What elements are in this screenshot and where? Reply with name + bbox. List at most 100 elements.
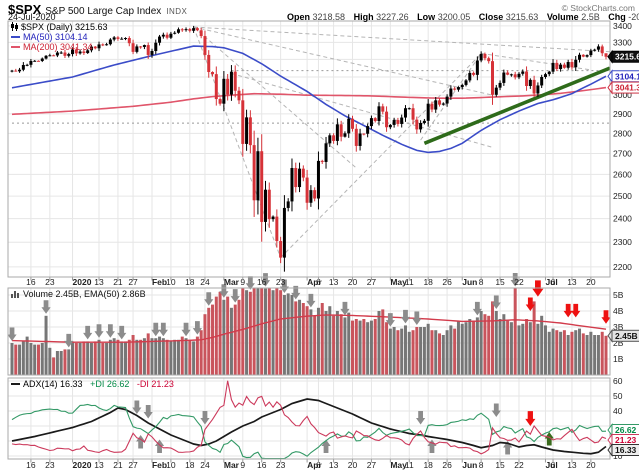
candle-body xyxy=(89,46,93,51)
ma50-line xyxy=(11,45,607,154)
green-support-trendline xyxy=(423,66,611,145)
axis-label: 2900 xyxy=(613,109,632,119)
adx-gray-up-arrow-icon xyxy=(321,439,331,453)
volume-bar xyxy=(25,336,29,375)
candle-body xyxy=(381,106,385,112)
volume-bar xyxy=(339,314,343,375)
volume-bar xyxy=(294,301,298,375)
volume-bar xyxy=(396,330,400,375)
volume-gray-down-arrow-icon xyxy=(151,322,161,337)
axis-label: 16 xyxy=(26,277,36,287)
ma200-line-swatch xyxy=(11,46,20,48)
candle-body xyxy=(578,54,582,60)
volume-bar xyxy=(543,325,547,375)
volume-gray-down-arrow-icon xyxy=(260,273,271,287)
chg-label: Chg xyxy=(608,12,626,22)
candle-body xyxy=(214,74,218,100)
candle-body xyxy=(33,60,37,62)
candle-body xyxy=(449,88,453,97)
candle-body xyxy=(48,55,52,57)
volume-bar xyxy=(479,311,483,375)
axis-label: 5B xyxy=(613,290,624,300)
volume-gray-down-arrow-icon xyxy=(204,292,214,306)
volume-bar xyxy=(195,336,199,375)
axis-label: 2400 xyxy=(613,214,632,224)
axis-label: 16.33 xyxy=(615,445,637,455)
axis-label: 20 xyxy=(348,460,358,470)
axis-label: 18 xyxy=(423,460,433,470)
axis-label: 4B xyxy=(613,306,624,316)
candle-body xyxy=(600,46,604,54)
candle-body xyxy=(468,72,472,81)
volume-gray-down-arrow-icon xyxy=(400,309,411,324)
candle-body xyxy=(263,189,267,222)
volume-bar xyxy=(551,328,555,375)
axis-label: 27 xyxy=(367,277,377,287)
axis-label: Feb xyxy=(152,277,167,287)
candle-body xyxy=(146,45,150,55)
volume-bar xyxy=(71,341,75,375)
volume-bar xyxy=(585,335,589,375)
volume-gray-down-arrow-icon xyxy=(491,295,501,309)
candle-body xyxy=(373,118,377,122)
volume-bar xyxy=(93,341,97,375)
candle-body xyxy=(403,108,407,118)
volume-gray-down-arrow-icon xyxy=(245,276,255,290)
candle-body xyxy=(173,32,177,34)
candle-body xyxy=(282,207,286,258)
volume-bar xyxy=(120,341,124,375)
axis-label: 1B xyxy=(613,354,624,364)
candle-body xyxy=(445,96,449,104)
volume-bar xyxy=(407,331,411,375)
candle-body xyxy=(570,62,574,68)
volume-bar xyxy=(358,320,362,375)
volume-bar xyxy=(335,311,339,375)
candle-body xyxy=(218,99,222,104)
adx-green-up-arrow-icon xyxy=(544,432,554,446)
candle-body xyxy=(260,151,264,222)
volume-bar xyxy=(248,291,252,375)
axis-label: Jul xyxy=(545,460,557,470)
adx-series-adx14 xyxy=(11,398,607,455)
candle-body xyxy=(506,72,510,75)
volume-bar xyxy=(97,339,101,375)
axis-label: 21 xyxy=(113,460,123,470)
axis-label: 3215.63 xyxy=(615,52,639,62)
candle-body xyxy=(316,160,320,199)
candle-body xyxy=(525,71,529,86)
candle-body xyxy=(108,39,112,45)
high-label: High xyxy=(353,12,374,22)
candle-body xyxy=(112,37,116,40)
candle-body xyxy=(559,64,563,70)
volume-bar xyxy=(377,311,381,375)
volume-bars xyxy=(10,288,608,375)
candle-body xyxy=(555,62,559,70)
volume-bar xyxy=(373,319,377,375)
axis-label: 6 xyxy=(316,277,321,287)
axis-label: 13 xyxy=(567,277,577,287)
candle-body xyxy=(29,60,33,65)
volume-bar xyxy=(105,343,109,375)
candle-body xyxy=(142,45,146,47)
volume-bar xyxy=(14,344,18,375)
candle-body xyxy=(392,120,396,125)
volume-bar xyxy=(10,343,14,375)
volume-bar xyxy=(150,338,154,375)
panel-borders xyxy=(7,20,611,460)
close-value: 3215.63 xyxy=(505,12,539,22)
axis-label: 20 xyxy=(586,277,596,287)
dashed-trendline xyxy=(193,26,493,96)
volume-bar xyxy=(301,303,305,375)
candle-body xyxy=(241,100,245,144)
candle-body xyxy=(169,33,173,38)
axis-label: 16 xyxy=(26,460,36,470)
volume-bar xyxy=(74,343,78,375)
axis-label: 8 xyxy=(479,277,484,287)
axis-label: 21 xyxy=(113,277,123,287)
candle-body xyxy=(453,88,457,90)
volume-bar xyxy=(271,290,275,375)
volume-bar xyxy=(313,315,317,375)
volume-bar xyxy=(419,327,423,375)
volume-gray-down-arrow-icon xyxy=(94,324,104,338)
